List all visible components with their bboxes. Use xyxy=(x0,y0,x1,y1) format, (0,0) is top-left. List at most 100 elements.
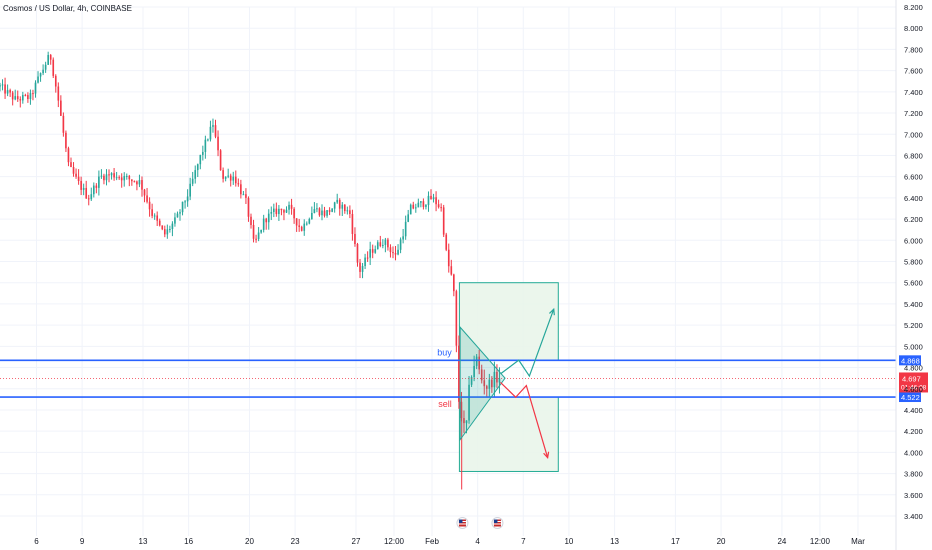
candle-body xyxy=(437,204,440,208)
candle-body xyxy=(488,379,491,389)
candle-body xyxy=(359,262,361,272)
candle-body xyxy=(151,209,153,216)
candle xyxy=(440,203,442,212)
candle-body xyxy=(371,249,374,253)
candle-body xyxy=(4,84,6,94)
candle xyxy=(346,206,349,215)
candle-body xyxy=(54,75,57,87)
buy-price-tag xyxy=(899,355,921,366)
candle-body xyxy=(232,176,235,181)
candle-body xyxy=(44,64,47,70)
candle-body xyxy=(169,229,171,231)
x-tick-label: 24 xyxy=(777,537,786,546)
candle-body xyxy=(217,136,219,151)
candle xyxy=(65,130,67,152)
candle-body xyxy=(295,218,298,226)
candle-body xyxy=(354,233,356,245)
candle xyxy=(420,201,422,208)
candle-body xyxy=(70,162,72,168)
candle-body xyxy=(432,197,435,200)
candle-body xyxy=(19,99,22,101)
x-tick-label: 9 xyxy=(80,537,85,546)
candle-body xyxy=(242,194,245,196)
candle xyxy=(108,169,110,183)
candle-body xyxy=(227,175,230,177)
candle-body xyxy=(110,173,113,176)
candle xyxy=(371,244,374,259)
bullish-projection-arrowhead xyxy=(549,307,555,316)
y-tick-label: 6.000 xyxy=(904,236,923,245)
candle xyxy=(404,215,407,240)
candle-body xyxy=(138,180,141,185)
target-zones xyxy=(458,282,559,472)
y-tick-label: 5.800 xyxy=(904,258,923,267)
candle xyxy=(270,206,273,221)
candle-body xyxy=(75,173,77,177)
candle xyxy=(128,174,131,187)
candle xyxy=(153,213,156,220)
y-tick-label: 7.400 xyxy=(904,88,923,97)
candle xyxy=(450,259,453,276)
candle xyxy=(85,180,88,200)
candle-body xyxy=(77,176,80,182)
candle-body xyxy=(491,379,493,388)
candle xyxy=(141,176,143,197)
candle xyxy=(194,165,197,184)
candle-body xyxy=(425,205,427,207)
candle-body xyxy=(131,179,133,182)
candle-body xyxy=(250,216,252,225)
candle xyxy=(305,221,308,226)
candle xyxy=(359,258,361,279)
candle xyxy=(105,169,108,186)
candle xyxy=(161,225,164,231)
candle-body xyxy=(191,178,194,184)
candle xyxy=(98,170,100,196)
candle-body xyxy=(156,215,159,221)
candle xyxy=(308,217,311,225)
candle xyxy=(478,349,481,375)
candle-body xyxy=(407,214,410,222)
candle xyxy=(9,88,11,97)
candle-body xyxy=(113,173,115,178)
candle xyxy=(267,209,270,230)
candle xyxy=(468,376,470,424)
candle-body xyxy=(341,204,344,209)
candle xyxy=(158,218,161,227)
candle xyxy=(47,51,49,65)
candle-body xyxy=(202,151,204,155)
candle-body xyxy=(105,174,108,181)
candle xyxy=(212,118,214,133)
candle xyxy=(361,262,364,279)
candle xyxy=(379,235,382,248)
candle xyxy=(179,209,181,221)
candle-body xyxy=(136,181,138,185)
candle xyxy=(491,376,493,393)
candle-body xyxy=(389,247,392,253)
candle xyxy=(42,64,44,76)
candle xyxy=(67,146,70,167)
candle-body xyxy=(394,253,397,255)
y-tick-label: 7.000 xyxy=(904,130,923,139)
candle xyxy=(394,246,397,261)
candle xyxy=(232,171,235,185)
candle xyxy=(338,198,341,216)
y-tick-label: 3.800 xyxy=(904,470,923,479)
candle xyxy=(14,89,17,101)
y-tick-label: 4.000 xyxy=(904,448,923,457)
candle xyxy=(326,210,328,218)
candle xyxy=(288,201,290,215)
candle-body xyxy=(148,201,151,210)
candle xyxy=(260,229,262,234)
candle-body xyxy=(194,170,197,179)
candle xyxy=(214,119,217,139)
candle xyxy=(341,202,344,216)
candle-body xyxy=(0,85,1,87)
candle-body xyxy=(465,420,468,424)
candle xyxy=(387,237,389,251)
candle-body xyxy=(313,209,316,213)
candle-body xyxy=(240,184,242,195)
candle-body xyxy=(316,208,318,210)
candle xyxy=(409,203,412,215)
x-tick-label: 7 xyxy=(521,537,526,546)
